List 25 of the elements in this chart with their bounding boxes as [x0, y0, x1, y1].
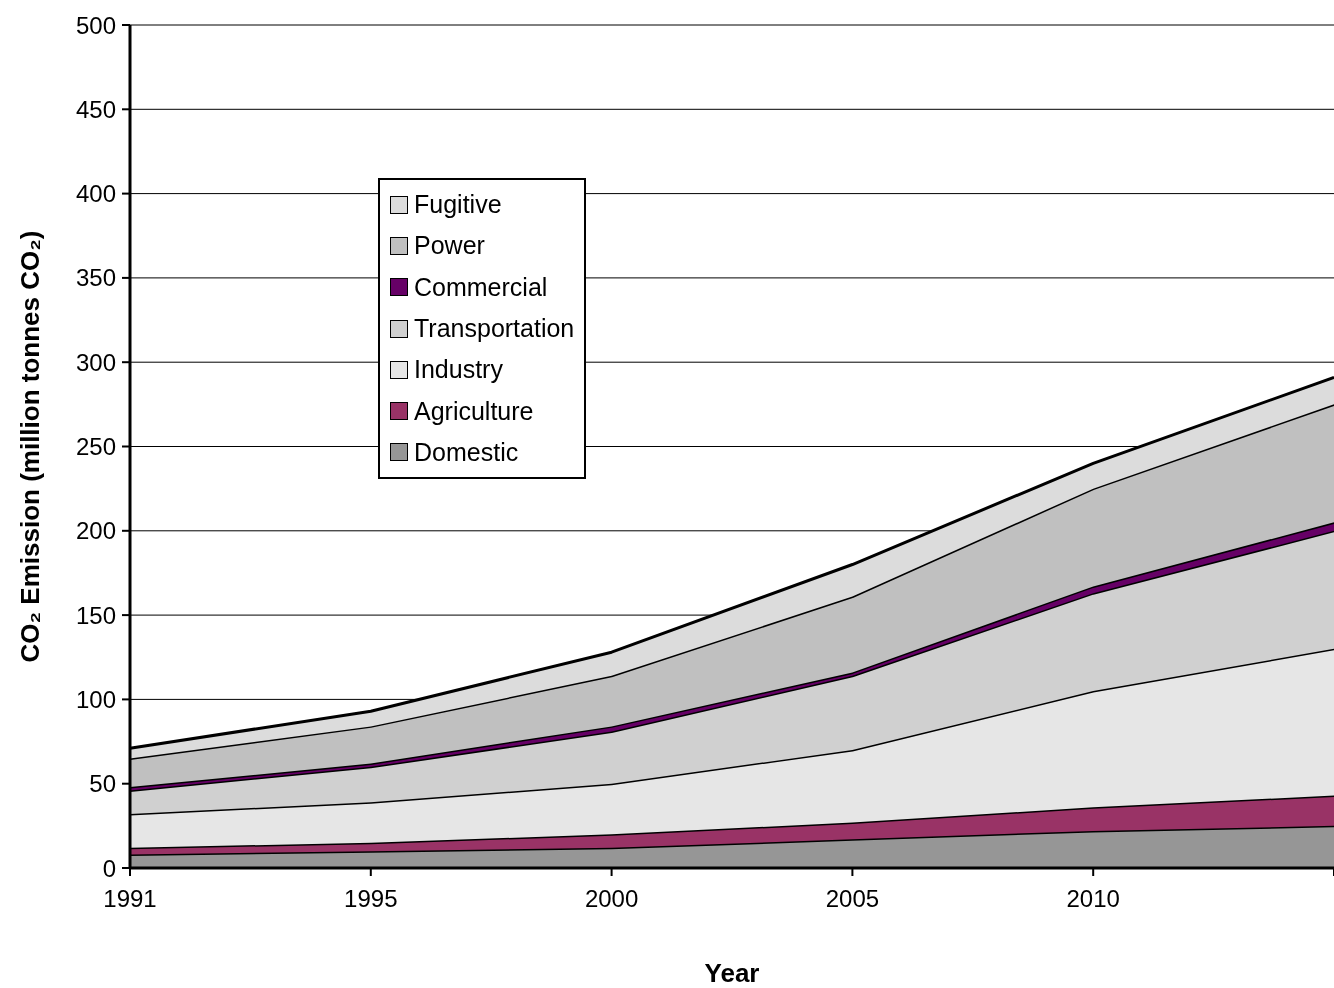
- x-tick-label: 1995: [344, 885, 398, 913]
- y-tick-label: 250: [75, 433, 116, 461]
- legend-label: Power: [414, 231, 485, 261]
- y-tick-label: 100: [75, 685, 116, 713]
- y-tick-label: 500: [75, 11, 116, 39]
- x-tick-label: 2010: [1066, 885, 1120, 913]
- y-tick-label: 350: [75, 264, 116, 292]
- y-tick-label: 50: [89, 770, 116, 798]
- legend-label: Commercial: [414, 272, 548, 302]
- legend-label: Agriculture: [414, 396, 534, 426]
- legend-label: Industry: [414, 355, 503, 385]
- x-tick-label: 1991: [103, 885, 157, 913]
- y-tick-label: 0: [102, 854, 116, 882]
- legend-label: Domestic: [414, 437, 519, 467]
- y-tick-label: 450: [75, 95, 116, 123]
- y-tick-label: 300: [75, 348, 116, 376]
- y-tick-label: 400: [75, 180, 116, 208]
- y-tick-label: 200: [75, 517, 116, 545]
- y-axis-title: CO₂ Emission (million tonnes CO₂): [15, 230, 45, 663]
- legend-label: Fugitive: [414, 190, 502, 220]
- x-tick-label: 2005: [825, 885, 880, 913]
- legend-label: Transportation: [414, 314, 575, 344]
- x-tick-label: 2000: [584, 885, 639, 913]
- y-tick-label: 150: [75, 601, 116, 629]
- x-axis-title: Year: [704, 958, 760, 988]
